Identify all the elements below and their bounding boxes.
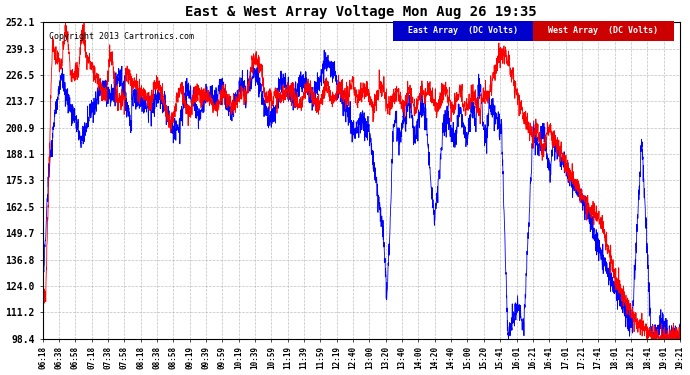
- East Array  (DC Volts): [111, 87, 119, 91]
- West Array  (DC Volts): [149, 80, 157, 85]
- East Array  (DC Volts): [310, 84, 319, 88]
- West Array  (DC Volts): [111, 94, 119, 99]
- East Array  (DC Volts): [149, 110, 157, 115]
- West Array  (DC Volts): [676, 330, 684, 335]
- East Array  (DC Volts): [283, 87, 291, 92]
- East Array  (DC Volts): [39, 281, 47, 286]
- Line: East Array  (DC Volts): East Array (DC Volts): [43, 50, 680, 339]
- West Array  (DC Volts): [61, 20, 70, 24]
- East Array  (DC Volts): [504, 336, 513, 341]
- West Array  (DC Volts): [283, 89, 291, 93]
- East Array  (DC Volts): [320, 48, 328, 52]
- Title: East & West Array Voltage Mon Aug 26 19:35: East & West Array Voltage Mon Aug 26 19:…: [186, 5, 537, 20]
- Line: West Array  (DC Volts): West Array (DC Volts): [43, 22, 680, 339]
- East Array  (DC Volts): [676, 322, 684, 326]
- West Array  (DC Volts): [310, 92, 319, 96]
- Text: Copyright 2013 Cartronics.com: Copyright 2013 Cartronics.com: [49, 32, 194, 40]
- West Array  (DC Volts): [664, 334, 672, 338]
- East Array  (DC Volts): [664, 336, 672, 341]
- West Array  (DC Volts): [644, 336, 652, 341]
- East Array  (DC Volts): [595, 238, 603, 243]
- West Array  (DC Volts): [39, 283, 47, 288]
- West Array  (DC Volts): [595, 209, 603, 213]
